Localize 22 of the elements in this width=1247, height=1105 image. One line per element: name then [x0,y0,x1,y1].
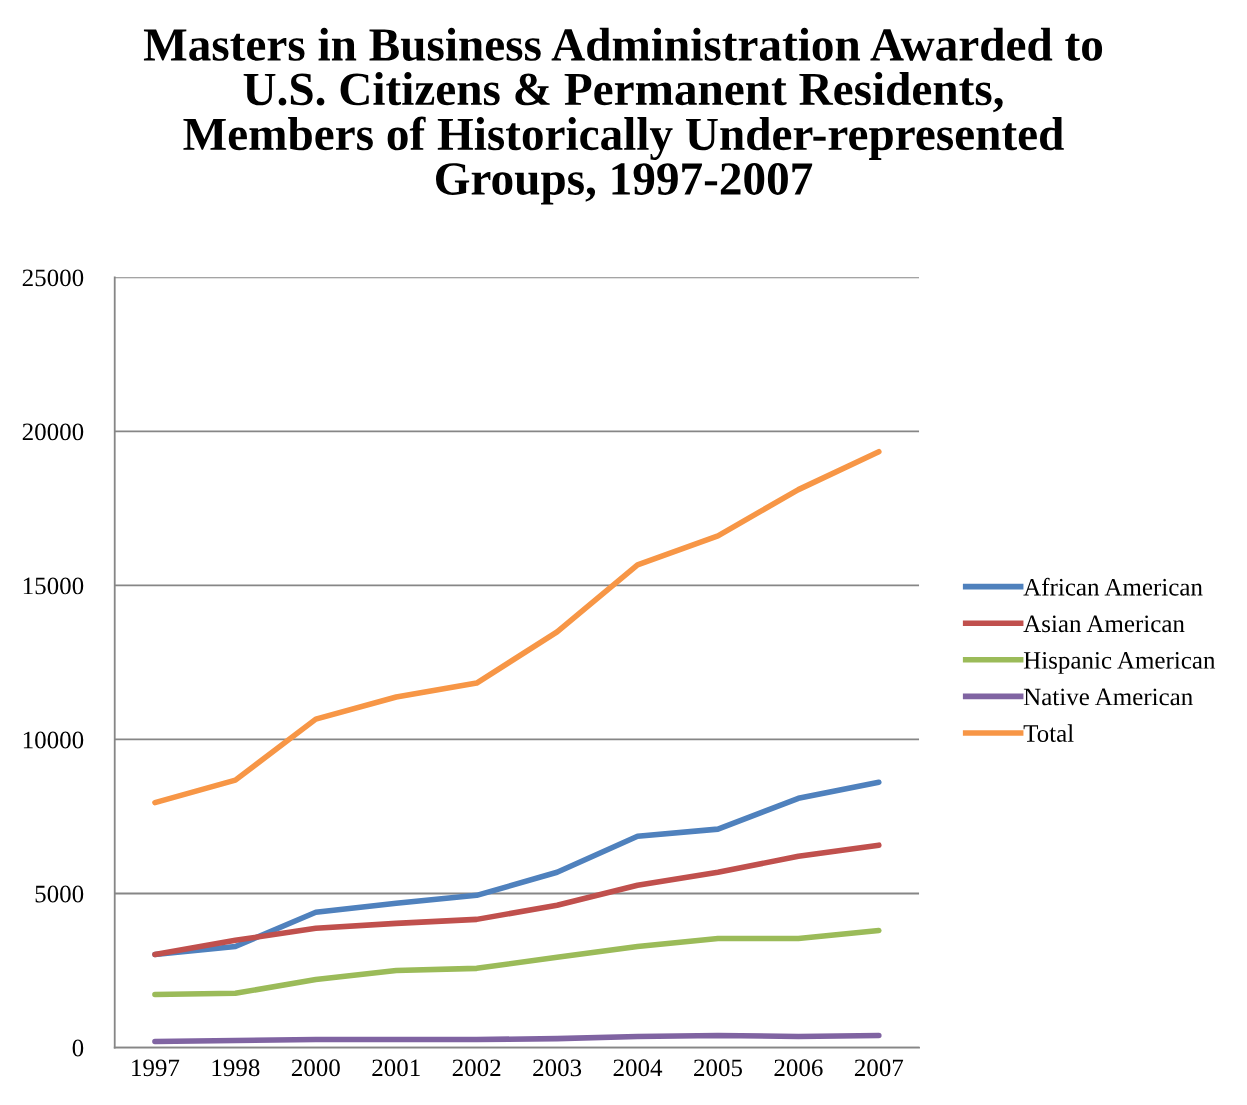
y-tick-label: 20000 [22,423,84,441]
y-tick-label: 10000 [23,731,84,749]
x-tick-label: 2000 [291,1059,340,1077]
x-tick-label: 2004 [613,1059,663,1077]
x-tick-label: 1998 [212,1059,260,1077]
y-tick-label: 15000 [23,577,84,595]
x-tick-label: 2005 [694,1059,742,1077]
x-tick-label: 1997 [132,1059,180,1077]
legend-label: Native American [1023,688,1193,706]
legend-label: Asian American [1023,615,1185,633]
y-tick-label: 5000 [35,885,84,903]
legend-label: Hispanic American [1023,651,1216,674]
x-tick-label: 2006 [774,1059,823,1077]
x-tick-label: 2002 [452,1059,501,1077]
legend-label: African American [1023,577,1203,596]
y-tick-label: 25000 [22,269,84,287]
x-tick-label: 2001 [372,1059,420,1077]
y-tick-label: 0 [72,1039,84,1057]
x-tick-label: 2003 [533,1059,582,1077]
x-tick-label: 2007 [854,1059,904,1077]
legend-label: Total [1023,724,1074,742]
chart-title: Masters in Business Administration Awarded to U.S. Citizens & Permanent Residents, Members of Historically Under-represented Groups, 1997-2007 [143,27,1103,205]
